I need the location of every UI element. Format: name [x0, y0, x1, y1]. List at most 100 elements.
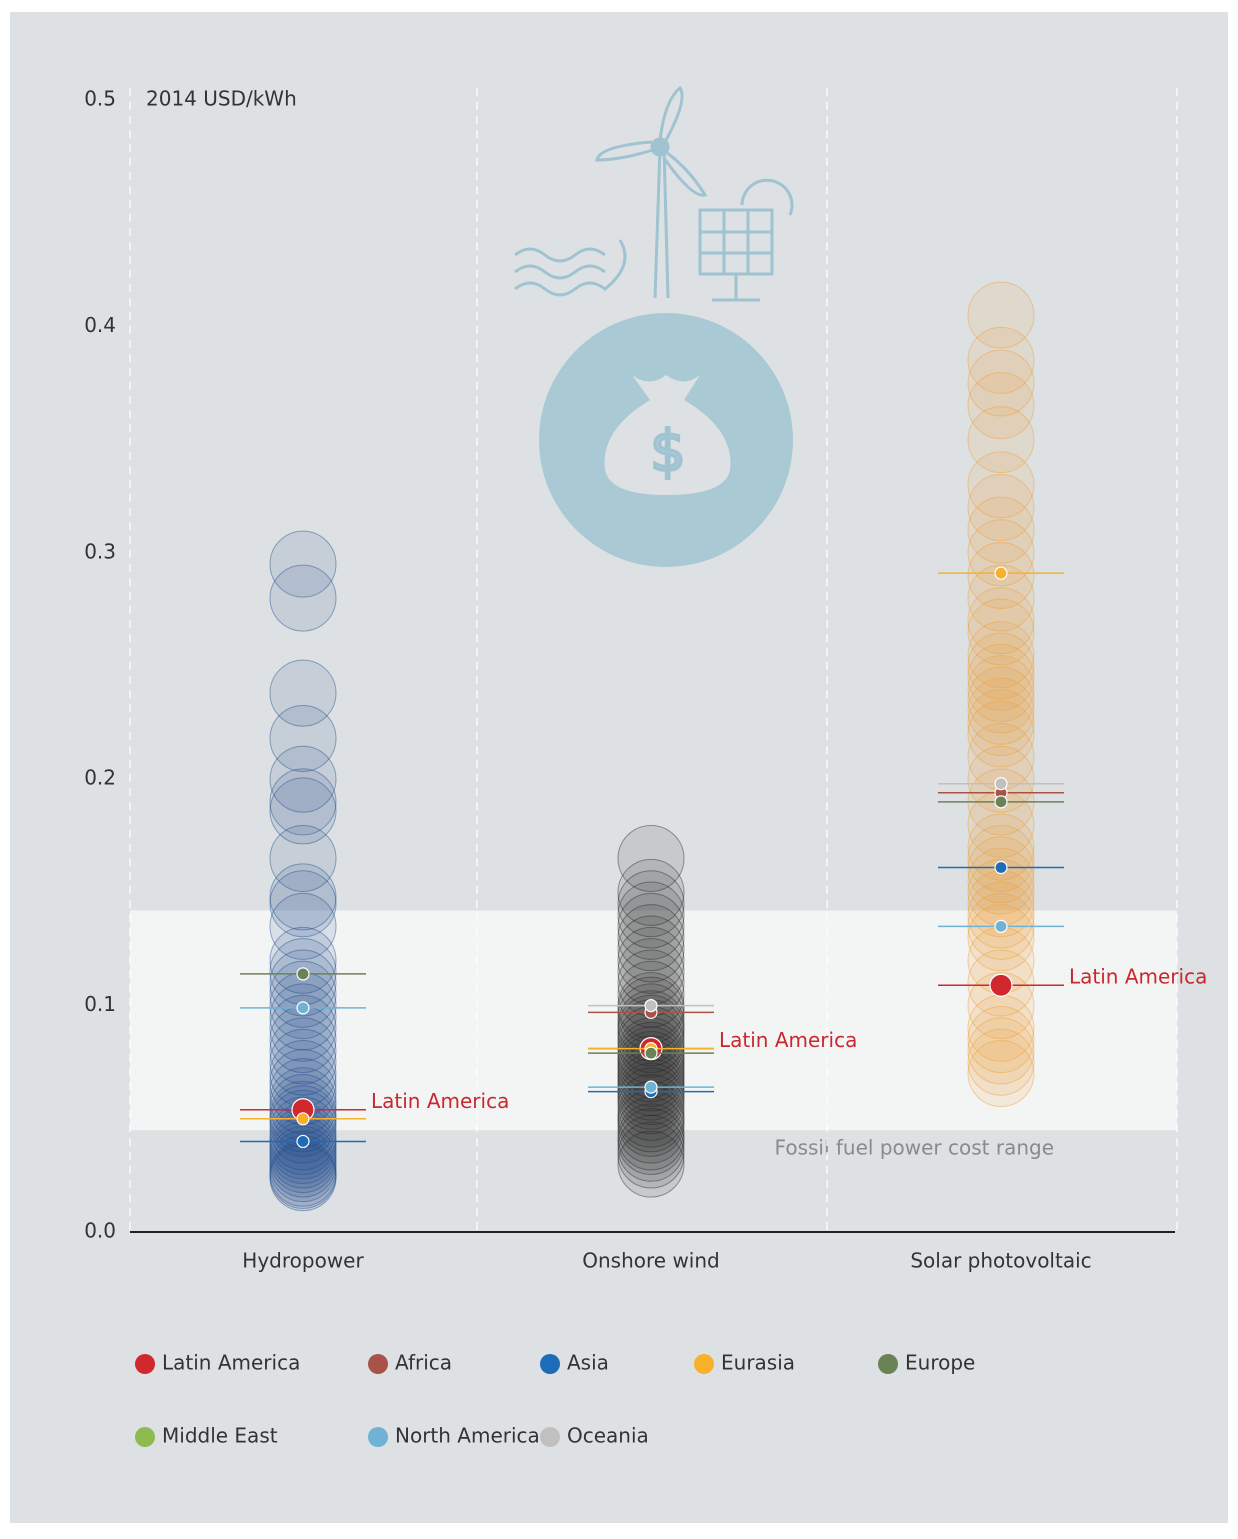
project-bubble	[967, 372, 1035, 440]
legend-swatch	[368, 1427, 388, 1447]
project-bubble	[617, 1114, 685, 1182]
average-dot	[296, 1134, 310, 1149]
project-bubble	[967, 847, 1035, 915]
legend-swatch	[694, 1354, 714, 1374]
project-bubble	[967, 881, 1035, 949]
project-bubble	[967, 1017, 1035, 1085]
average-dot	[644, 998, 658, 1013]
project-bubble	[269, 745, 337, 813]
project-bubble	[967, 406, 1035, 474]
annotation: Latin America	[371, 1089, 509, 1113]
x-tick-label: Onshore wind	[582, 1249, 719, 1273]
project-bubble	[967, 655, 1035, 723]
legend-swatch	[368, 1354, 388, 1374]
project-bubble	[617, 904, 685, 972]
legend-label: Asia	[567, 1351, 609, 1375]
project-bubble	[967, 643, 1035, 711]
y-tick-label: 0.0	[84, 1219, 116, 1243]
project-bubble	[269, 892, 337, 960]
project-bubble	[269, 530, 337, 598]
legend-swatch	[540, 1427, 560, 1447]
project-bubble	[967, 689, 1035, 757]
project-bubble	[967, 632, 1035, 700]
project-bubble	[967, 621, 1035, 689]
project-bubble	[269, 870, 337, 938]
project-bubble	[617, 960, 685, 1028]
project-bubble	[617, 824, 685, 892]
project-bubble	[617, 915, 685, 983]
y-tick-label: 0.1	[84, 992, 116, 1016]
project-bubble	[617, 881, 685, 949]
legend-label: Europe	[905, 1351, 975, 1375]
project-bubble	[967, 813, 1035, 881]
average-dot	[994, 919, 1008, 933]
legend-swatch	[540, 1354, 560, 1374]
project-bubble	[617, 926, 685, 994]
project-bubble	[967, 326, 1035, 394]
average-dot	[296, 967, 310, 981]
project-bubble	[967, 281, 1035, 349]
project-bubble	[269, 949, 337, 1017]
project-bubble	[269, 994, 337, 1062]
project-bubble	[269, 564, 337, 632]
legend-label: Middle East	[162, 1424, 278, 1448]
band-label: Fossil fuel power cost range	[775, 1136, 1054, 1160]
legend-label: Latin America	[162, 1351, 300, 1375]
legend-label: Eurasia	[721, 1351, 795, 1375]
project-bubble	[967, 666, 1035, 734]
x-tick-label: Hydropower	[242, 1249, 364, 1273]
average-dot	[994, 777, 1008, 791]
project-bubble	[269, 777, 337, 845]
project-bubble	[269, 768, 337, 836]
project-bubble	[967, 587, 1035, 655]
legend-label: Africa	[395, 1351, 452, 1375]
y-axis-label: 2014 USD/kWh	[146, 87, 297, 111]
grid-group: 0.0 0.1 0.2 0.3 0.4 0.5 2014 USD/kWh Hydropower…	[84, 87, 1178, 1273]
project-bubble	[617, 1107, 685, 1175]
project-bubble	[617, 1121, 685, 1189]
project-bubble	[967, 972, 1035, 1040]
project-bubble	[967, 564, 1035, 632]
y-tick-label: 0.3	[84, 539, 116, 563]
panel	[10, 12, 1228, 1523]
project-bubble	[967, 598, 1035, 666]
x-tick-label: Solar photovoltaic	[910, 1249, 1091, 1273]
project-bubble	[269, 1126, 337, 1194]
project-bubble	[967, 474, 1035, 542]
average-dot	[994, 795, 1008, 809]
project-bubble	[269, 926, 337, 994]
project-bubble	[269, 960, 337, 1028]
project-bubble	[269, 983, 337, 1051]
plot-group: Latin America Latin America Latin America	[240, 281, 1207, 1212]
project-bubble	[967, 349, 1035, 417]
average-dot	[644, 1080, 658, 1094]
project-bubble	[967, 451, 1035, 519]
project-bubble	[269, 1144, 337, 1212]
average-dot	[296, 1112, 310, 1126]
project-bubble	[617, 1067, 685, 1135]
average-dot	[994, 566, 1008, 580]
icon: $	[514, 85, 794, 567]
project-bubble	[269, 824, 337, 892]
average-dot	[994, 860, 1008, 875]
legend-swatch	[135, 1354, 155, 1374]
project-bubble	[967, 519, 1035, 587]
project-bubble	[269, 1017, 337, 1085]
project-bubble	[967, 824, 1035, 892]
project-bubble	[617, 1103, 685, 1171]
project-bubble	[269, 1130, 337, 1198]
project-bubble	[967, 677, 1035, 745]
y-tick-label: 0.5	[84, 87, 116, 111]
project-bubble	[269, 659, 337, 727]
project-bubble	[269, 704, 337, 772]
project-bubble	[617, 858, 685, 926]
average-dot	[644, 1046, 658, 1060]
svg-text:$: $	[650, 419, 686, 484]
y-tick-label: 0.2	[84, 766, 116, 790]
project-bubble	[967, 904, 1035, 972]
project-bubble	[967, 1040, 1035, 1108]
average-dot	[989, 973, 1013, 997]
legend-label: Oceania	[567, 1424, 649, 1448]
